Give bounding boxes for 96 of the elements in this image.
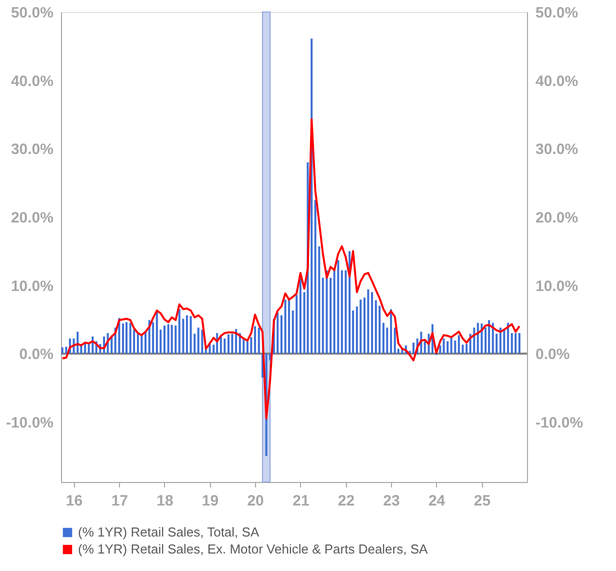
bar xyxy=(178,309,180,354)
bar xyxy=(129,322,132,354)
bar xyxy=(412,342,414,354)
line-series xyxy=(61,118,520,420)
legend-label: (% 1YR) Retail Sales, Total, SA xyxy=(78,524,260,540)
bar xyxy=(439,345,442,354)
bar xyxy=(514,333,517,354)
bar xyxy=(394,328,396,354)
bar xyxy=(401,349,404,354)
bar xyxy=(374,300,377,354)
bar xyxy=(322,278,324,354)
y-tick-label: -10.0% xyxy=(6,414,54,432)
bar xyxy=(442,338,445,354)
bar xyxy=(174,326,177,354)
bar xyxy=(276,312,279,354)
bar xyxy=(204,349,207,354)
legend-label: (% 1YR) Retail Sales, Ex. Motor Vehicle & Parts Dealers, SA xyxy=(78,542,428,556)
bar xyxy=(314,200,316,354)
bar xyxy=(250,337,252,354)
bar xyxy=(227,334,230,354)
y2-tick-label: 30.0% xyxy=(536,141,578,158)
x-tick-label: 25 xyxy=(474,492,491,510)
bar xyxy=(492,322,494,354)
bar xyxy=(466,344,468,354)
x-tick-label: 20 xyxy=(247,492,264,510)
bar xyxy=(371,292,374,354)
bar xyxy=(170,324,173,354)
bar xyxy=(167,324,170,354)
bar xyxy=(220,336,222,354)
bar xyxy=(473,328,476,354)
bar xyxy=(163,326,166,354)
bar xyxy=(76,332,79,354)
bar xyxy=(231,334,234,354)
bar xyxy=(140,335,143,354)
bar xyxy=(458,335,460,354)
y-tick-label: 50.0% xyxy=(10,4,54,22)
bar xyxy=(126,322,128,354)
bar xyxy=(246,341,248,354)
bar xyxy=(450,338,452,354)
bar xyxy=(254,326,256,354)
bar xyxy=(382,322,384,354)
x-tick-label: 22 xyxy=(338,492,355,510)
bar xyxy=(156,310,158,354)
bar xyxy=(201,330,204,354)
bar xyxy=(390,309,392,354)
y2-tick-label: 20.0% xyxy=(536,209,578,226)
bar xyxy=(152,322,154,354)
bar xyxy=(326,270,328,354)
bar xyxy=(480,324,483,354)
bar xyxy=(348,251,351,354)
x-tick-label: 18 xyxy=(156,492,174,510)
bar xyxy=(65,346,68,354)
bar xyxy=(518,333,520,354)
bar xyxy=(476,322,479,354)
bar xyxy=(122,324,124,354)
bar xyxy=(488,320,490,354)
y2-tick-label: 0.0% xyxy=(536,346,570,364)
bar xyxy=(288,300,290,354)
y-tick-label: 20.0% xyxy=(10,209,54,226)
x-tick-label: 21 xyxy=(292,492,310,510)
bar xyxy=(446,341,449,354)
y-tick-label: 10.0% xyxy=(10,278,54,295)
bar xyxy=(507,322,510,354)
x-tick-label: 16 xyxy=(66,492,83,510)
bar xyxy=(337,260,340,354)
y-tick-label: 0.0% xyxy=(19,346,54,364)
bar xyxy=(360,300,362,354)
bar xyxy=(136,333,139,354)
bar xyxy=(510,333,513,354)
bar xyxy=(208,344,211,354)
bar xyxy=(344,270,347,354)
bar xyxy=(296,294,298,354)
bar xyxy=(186,315,188,354)
y2-tick-label: 50.0% xyxy=(536,4,578,22)
x-tick-label: 24 xyxy=(428,492,446,510)
x-tick-label: 23 xyxy=(383,492,400,510)
bar xyxy=(224,338,226,354)
bar xyxy=(190,316,192,354)
x-tick-label: 19 xyxy=(202,492,219,510)
bar xyxy=(284,300,286,354)
bar xyxy=(367,289,370,354)
bar xyxy=(280,315,282,354)
x-tick-label: 17 xyxy=(111,492,128,510)
bar xyxy=(235,328,238,354)
y2-tick-label: 40.0% xyxy=(536,72,578,90)
bar xyxy=(340,270,343,354)
y2-tick-label: 10.0% xyxy=(536,278,578,295)
y-tick-label: 30.0% xyxy=(10,141,54,158)
bar xyxy=(144,332,146,354)
y2-tick-label: -10.0% xyxy=(536,414,584,432)
bar xyxy=(258,328,260,354)
bar xyxy=(503,330,506,354)
y-tick-label: 40.0% xyxy=(10,72,54,90)
bar xyxy=(61,347,64,354)
bar xyxy=(197,328,200,354)
bar xyxy=(454,340,456,354)
